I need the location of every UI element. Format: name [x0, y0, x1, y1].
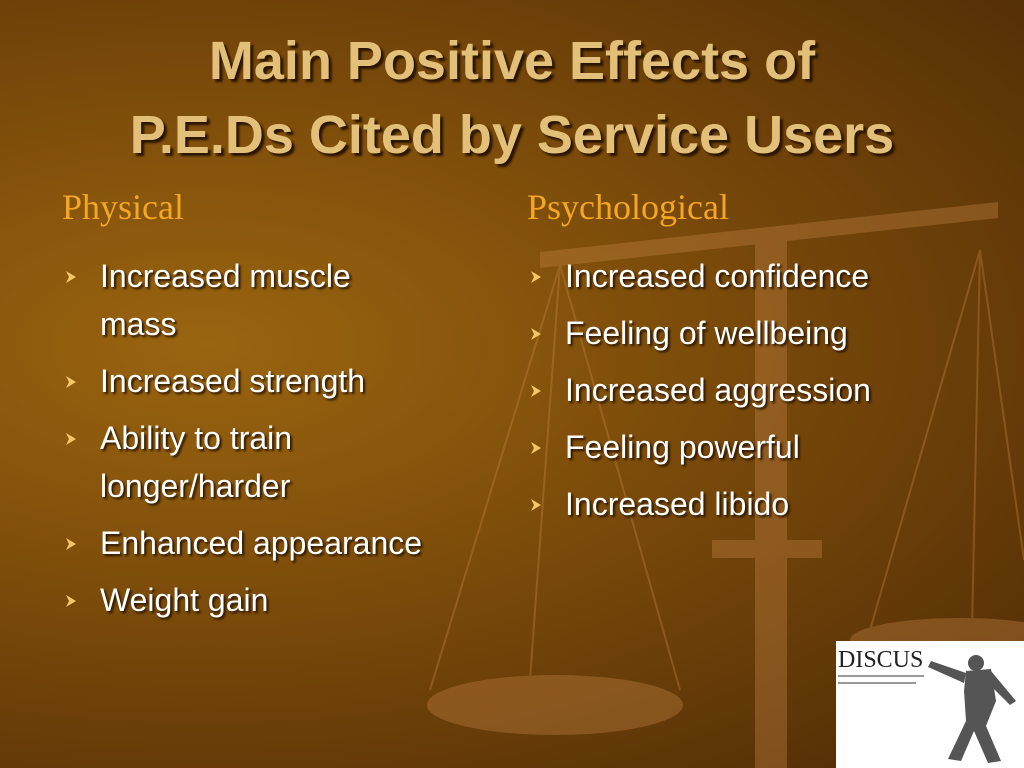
- bullet-text: Increased strength: [100, 363, 366, 399]
- bullet-marker: [529, 441, 543, 460]
- bullet-marker: [64, 270, 78, 289]
- bullet-text: mass: [100, 306, 177, 342]
- bullet-marker: [529, 384, 543, 403]
- bullet-item: Feeling powerful: [565, 423, 800, 471]
- logo-figure: [838, 655, 1016, 763]
- title-line: P.E.Ds Cited by Service Users: [129, 105, 895, 165]
- bullet-text: Increased libido: [565, 486, 790, 522]
- bullet-text: Weight gain: [100, 582, 269, 618]
- bullet-marker: [529, 498, 543, 517]
- bullet-text: Ability to train: [100, 420, 293, 456]
- bullet-item: Increased confidence: [565, 252, 869, 300]
- bullet-text: Increased muscle: [100, 258, 351, 294]
- bullet-text: longer/harder: [100, 468, 291, 504]
- bullet-item: Weight gain: [100, 576, 268, 624]
- bullet-item: Enhanced appearance: [100, 519, 422, 567]
- bullet-marker: [529, 327, 543, 346]
- column-heading: Psychological: [527, 187, 729, 227]
- bullet-item: Increased muscle mass: [100, 252, 351, 348]
- bullet-item: Increased aggression: [565, 366, 871, 414]
- bullet-item: Feeling of wellbeing: [565, 309, 848, 357]
- bullet-marker: [64, 432, 78, 451]
- bullet-text: Increased confidence: [565, 258, 870, 294]
- bullet-item: Ability to train longer/harder: [100, 414, 292, 510]
- bullet-marker: [529, 270, 543, 289]
- bullet-text: Feeling of wellbeing: [565, 315, 848, 351]
- bullet-marker: [64, 375, 78, 394]
- bullet-marker: [64, 537, 78, 556]
- bullet-item: Increased libido: [565, 480, 789, 528]
- bullet-marker: [64, 594, 78, 613]
- column-heading: Physical: [62, 187, 184, 227]
- title-line: Main Positive Effects of: [208, 31, 816, 91]
- bullet-text: Enhanced appearance: [100, 525, 423, 561]
- logo: DISCUS: [836, 641, 1024, 768]
- bullet-text: Feeling powerful: [565, 429, 800, 465]
- logo-text: DISCUS: [838, 647, 924, 673]
- bullet-item: Increased strength: [100, 357, 365, 405]
- bullet-text: Increased aggression: [565, 372, 871, 408]
